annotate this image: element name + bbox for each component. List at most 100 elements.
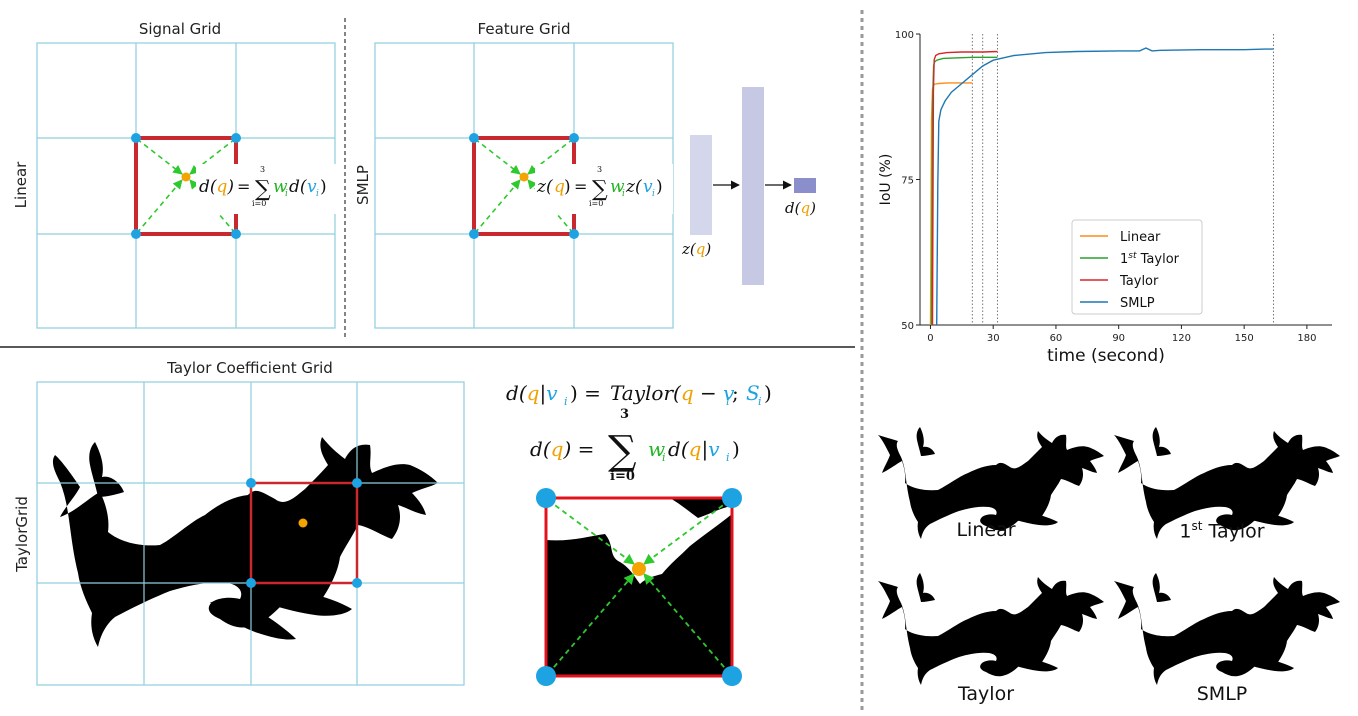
svg-text:d(q|v: d(q|v (506, 381, 558, 406)
linear-interp-formula: d(q) = ∑ 3 i=0 w i d( v i ) (196, 164, 338, 214)
chart-x-tick-label-1: 30 (987, 333, 1000, 344)
svg-text:d(q) =: d(q) = (530, 437, 594, 461)
taylor-grid-vertices (246, 478, 362, 588)
svg-text:d(q): d(q) (199, 177, 234, 197)
chart-y-tick-label-0: 50 (901, 321, 914, 332)
taylor-grid-title: Taylor Coefficient Grid (167, 359, 333, 377)
feature-grid: z( q ) = ∑ 3 i=0 w i z( v i ) z(q) d(q) (374, 42, 816, 329)
svg-text:w: w (610, 177, 625, 197)
taylor-formula-line-1: d(q|v i ) = Taylor(q − v i ; S i ) (506, 381, 772, 408)
svg-text:z(: z( (625, 177, 642, 197)
svg-text:∑: ∑ (255, 177, 271, 202)
svg-text:i: i (564, 395, 568, 408)
svg-text:i=0: i=0 (589, 199, 603, 208)
zoomed-cell-silhouette (546, 498, 732, 676)
zoomed-cell-vertices (536, 488, 742, 686)
dragon-silhouette (52, 437, 439, 647)
signal-grid-title: Signal Grid (138, 20, 222, 38)
chart-legend-box (1071, 219, 1203, 315)
svg-text:S: S (746, 381, 760, 405)
shape-label-1st-taylor: 1st Taylor (1179, 519, 1265, 543)
feature-grid-title: Feature Grid (477, 20, 571, 38)
svg-text:): ) (564, 177, 571, 197)
feature-grid-query-point (519, 172, 529, 182)
svg-text:i: i (758, 395, 762, 408)
svg-text:∑: ∑ (608, 428, 637, 474)
svg-text:3: 3 (597, 165, 602, 174)
chart-x-tick-label-6: 180 (1297, 333, 1316, 344)
zoomed-cell-border (544, 496, 734, 678)
svg-text:q: q (554, 177, 565, 197)
zoomed-cell-arrows (547, 499, 731, 675)
feature-grid-vertices (469, 133, 579, 239)
iou-time-chart: 0 30 60 90 120 150 180 50 75 100 time (second) IoU … (878, 30, 1332, 366)
chart-legend-label-1: 1st Taylor (1120, 251, 1180, 267)
signal-grid: d(q) = ∑ 3 i=0 w i d( v i ) (36, 42, 338, 329)
svg-text:w: w (648, 437, 665, 461)
svg-text:v: v (643, 177, 653, 197)
smlp-interp-formula: z( q ) = ∑ 3 i=0 w i z( v i ) (535, 164, 673, 214)
svg-text:∑: ∑ (592, 177, 608, 202)
taylor-grid (36, 381, 465, 686)
zoomed-cell-query-point (632, 562, 646, 576)
svg-text:) =: ) = (570, 381, 601, 405)
chart-y-tick-label-1: 75 (901, 176, 914, 187)
chart-x-tick-label-0: 0 (927, 333, 933, 344)
svg-text:i: i (726, 395, 730, 408)
chart-series-line-smlp (936, 47, 1274, 326)
svg-text:i: i (285, 189, 288, 199)
svg-text:v: v (307, 177, 317, 197)
svg-text:i: i (662, 451, 666, 464)
chart-y-tick-label-2: 100 (895, 30, 914, 41)
svg-text:3: 3 (260, 165, 265, 174)
svg-text:=: = (237, 177, 250, 196)
svg-text:3: 3 (620, 407, 629, 422)
chart-legend-label-3: SMLP (1120, 296, 1155, 311)
svg-text:d(q|v: d(q|v (668, 437, 720, 462)
svg-text:i: i (316, 189, 319, 199)
mlp-hidden-layer (742, 87, 764, 285)
svg-text:i: i (652, 189, 655, 199)
taylor-formula-line-2: d(q) = ∑ 3 i=0 w i d(q|v i ) (530, 407, 740, 482)
chart-x-axis-label: time (second) (1047, 346, 1165, 366)
svg-text:d(: d( (289, 177, 307, 197)
svg-text:i=0: i=0 (252, 199, 266, 208)
taylor-grid-query-point (298, 518, 308, 528)
svg-text:): ) (732, 437, 740, 461)
shape-thumbnails (878, 427, 1340, 685)
svg-text:Taylor(q − v: Taylor(q − v (610, 381, 735, 405)
chart-legend-label-2: Taylor (1119, 274, 1159, 289)
chart-x-tick-label-2: 60 (1050, 333, 1063, 344)
signal-grid-query-point (181, 172, 191, 182)
svg-text:): ) (320, 177, 327, 197)
shape-label-taylor: Taylor (957, 683, 1015, 705)
signal-grid-vertices (131, 133, 241, 239)
shape-smlp (1114, 573, 1340, 685)
svg-text:=: = (574, 177, 587, 196)
shape-taylor (878, 573, 1104, 685)
chart-x-tick-label-4: 120 (1172, 333, 1191, 344)
svg-text:i=0: i=0 (610, 469, 635, 482)
mlp-output-label: d(q) (785, 199, 816, 217)
shape-label-linear: Linear (956, 519, 1016, 541)
svg-text:w: w (273, 177, 288, 197)
svg-text:): ) (656, 177, 663, 197)
taylor-formulas: d(q|v i ) = Taylor(q − v i ; S i ) d(q) … (506, 381, 772, 482)
mlp-input-label: z(q) (681, 240, 711, 258)
mlp-output-layer (794, 178, 816, 193)
mlp-input-layer (690, 135, 712, 235)
chart-x-tick-label-5: 150 (1235, 333, 1254, 344)
taylor-grid-cell (249, 481, 359, 585)
chart-x-tick-label-3: 90 (1112, 333, 1125, 344)
zoomed-cell (536, 488, 742, 686)
svg-text:;: ; (732, 381, 739, 405)
svg-text:): ) (764, 381, 772, 405)
chart-series-line-taylor (931, 50, 998, 326)
chart-y-axis-label: IoU (%) (878, 154, 894, 206)
svg-text:i: i (622, 189, 625, 199)
svg-text:z(: z( (536, 177, 553, 197)
chart-series-line-1st-taylor (930, 56, 998, 326)
chart-legend-label-0: Linear (1120, 230, 1161, 245)
shape-label-smlp: SMLP (1196, 683, 1248, 705)
